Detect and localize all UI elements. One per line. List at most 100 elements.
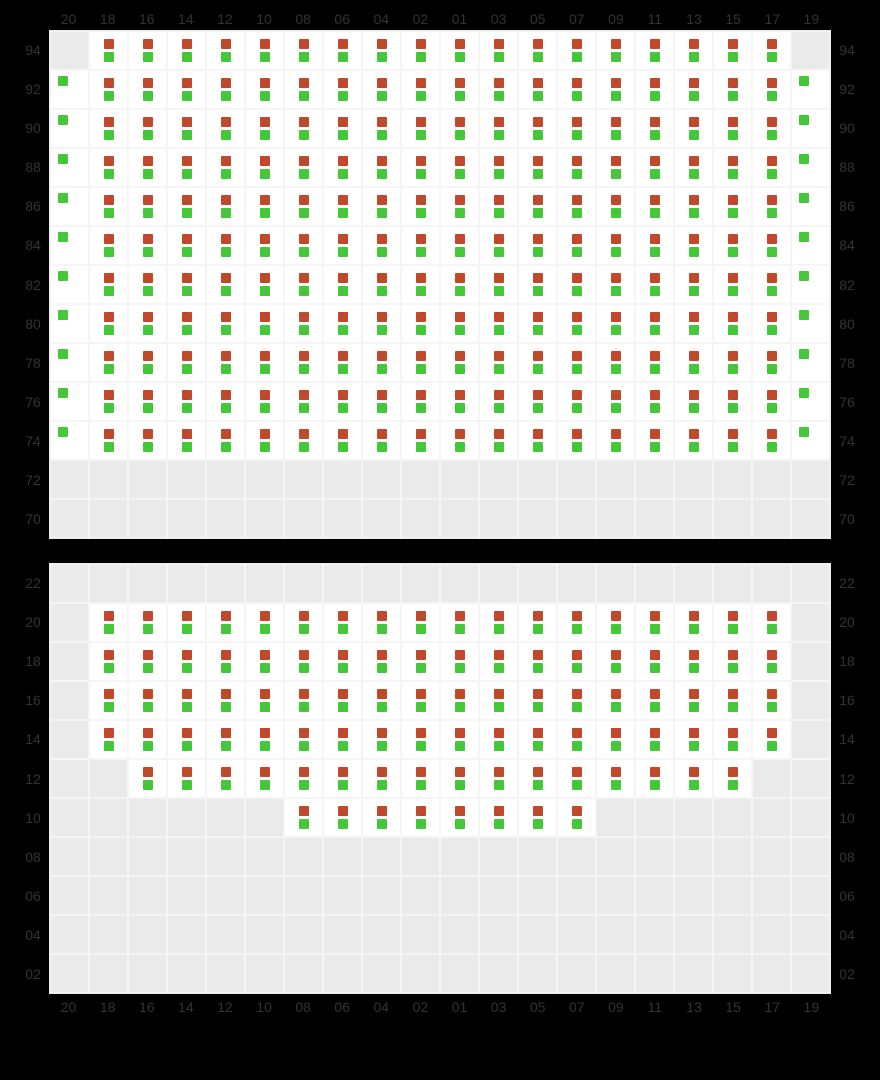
seat-cell[interactable] — [323, 603, 362, 642]
seat-cell[interactable] — [323, 837, 362, 876]
seat-cell[interactable] — [557, 720, 596, 759]
seat-cell[interactable] — [752, 876, 791, 915]
seat-cell[interactable] — [128, 343, 167, 382]
seat-cell[interactable] — [89, 343, 128, 382]
seat-cell[interactable] — [206, 382, 245, 421]
seat-cell[interactable] — [713, 148, 752, 187]
seat-cell[interactable] — [791, 876, 830, 915]
seat-cell[interactable] — [206, 343, 245, 382]
seat-cell[interactable] — [635, 603, 674, 642]
seat-cell[interactable] — [479, 642, 518, 681]
seat-cell[interactable] — [674, 187, 713, 226]
seat-cell[interactable] — [674, 70, 713, 109]
seat-cell[interactable] — [713, 603, 752, 642]
seat-cell[interactable] — [791, 304, 830, 343]
seat-cell[interactable] — [440, 109, 479, 148]
seat-cell[interactable] — [479, 265, 518, 304]
seat-cell[interactable] — [401, 226, 440, 265]
seat-cell[interactable] — [557, 460, 596, 499]
seat-cell[interactable] — [89, 226, 128, 265]
seat-cell[interactable] — [128, 31, 167, 70]
seat-cell[interactable] — [518, 642, 557, 681]
seat-cell[interactable] — [713, 720, 752, 759]
seat-cell[interactable] — [635, 343, 674, 382]
seat-cell[interactable] — [557, 915, 596, 954]
seat-cell[interactable] — [89, 564, 128, 603]
seat-cell[interactable] — [557, 226, 596, 265]
seat-cell[interactable] — [167, 226, 206, 265]
seat-cell[interactable] — [752, 187, 791, 226]
seat-cell[interactable] — [89, 265, 128, 304]
seat-cell[interactable] — [362, 304, 401, 343]
seat-cell[interactable] — [440, 460, 479, 499]
seat-cell[interactable] — [791, 31, 830, 70]
seat-cell[interactable] — [518, 460, 557, 499]
seat-cell[interactable] — [713, 564, 752, 603]
seat-cell[interactable] — [167, 837, 206, 876]
seat-cell[interactable] — [479, 499, 518, 538]
seat-cell[interactable] — [362, 915, 401, 954]
seat-cell[interactable] — [167, 876, 206, 915]
seat-cell[interactable] — [557, 564, 596, 603]
seat-cell[interactable] — [479, 187, 518, 226]
seat-cell[interactable] — [245, 421, 284, 460]
seat-cell[interactable] — [401, 187, 440, 226]
seat-cell[interactable] — [440, 382, 479, 421]
seat-cell[interactable] — [791, 187, 830, 226]
seat-cell[interactable] — [50, 265, 89, 304]
seat-cell[interactable] — [596, 720, 635, 759]
seat-cell[interactable] — [167, 382, 206, 421]
seat-cell[interactable] — [557, 798, 596, 837]
seat-cell[interactable] — [206, 148, 245, 187]
seat-cell[interactable] — [752, 226, 791, 265]
seat-cell[interactable] — [50, 603, 89, 642]
seat-cell[interactable] — [674, 343, 713, 382]
seat-cell[interactable] — [206, 720, 245, 759]
seat-cell[interactable] — [518, 954, 557, 993]
seat-cell[interactable] — [674, 226, 713, 265]
seat-cell[interactable] — [635, 720, 674, 759]
seat-cell[interactable] — [284, 876, 323, 915]
seat-cell[interactable] — [50, 642, 89, 681]
seat-cell[interactable] — [362, 564, 401, 603]
seat-cell[interactable] — [50, 798, 89, 837]
seat-cell[interactable] — [284, 798, 323, 837]
seat-cell[interactable] — [50, 837, 89, 876]
seat-cell[interactable] — [674, 31, 713, 70]
seat-cell[interactable] — [245, 343, 284, 382]
seat-cell[interactable] — [167, 603, 206, 642]
seat-cell[interactable] — [752, 265, 791, 304]
seat-cell[interactable] — [791, 382, 830, 421]
seat-cell[interactable] — [479, 109, 518, 148]
seat-cell[interactable] — [206, 876, 245, 915]
seat-cell[interactable] — [479, 798, 518, 837]
seat-cell[interactable] — [557, 876, 596, 915]
seat-cell[interactable] — [596, 265, 635, 304]
seat-cell[interactable] — [674, 564, 713, 603]
seat-cell[interactable] — [518, 798, 557, 837]
seat-cell[interactable] — [635, 876, 674, 915]
seat-cell[interactable] — [284, 759, 323, 798]
seat-cell[interactable] — [479, 837, 518, 876]
seat-cell[interactable] — [635, 954, 674, 993]
seat-cell[interactable] — [440, 343, 479, 382]
seat-cell[interactable] — [518, 681, 557, 720]
seat-cell[interactable] — [791, 954, 830, 993]
seat-cell[interactable] — [674, 265, 713, 304]
seat-cell[interactable] — [713, 954, 752, 993]
seat-cell[interactable] — [596, 499, 635, 538]
seat-cell[interactable] — [128, 876, 167, 915]
seat-cell[interactable] — [518, 421, 557, 460]
seat-cell[interactable] — [635, 564, 674, 603]
seat-cell[interactable] — [713, 382, 752, 421]
seat-cell[interactable] — [323, 460, 362, 499]
seat-cell[interactable] — [635, 499, 674, 538]
seat-cell[interactable] — [518, 31, 557, 70]
seat-cell[interactable] — [50, 681, 89, 720]
seat-cell[interactable] — [284, 382, 323, 421]
seat-cell[interactable] — [635, 109, 674, 148]
seat-cell[interactable] — [89, 460, 128, 499]
seat-cell[interactable] — [206, 837, 245, 876]
seat-cell[interactable] — [284, 70, 323, 109]
seat-cell[interactable] — [674, 148, 713, 187]
